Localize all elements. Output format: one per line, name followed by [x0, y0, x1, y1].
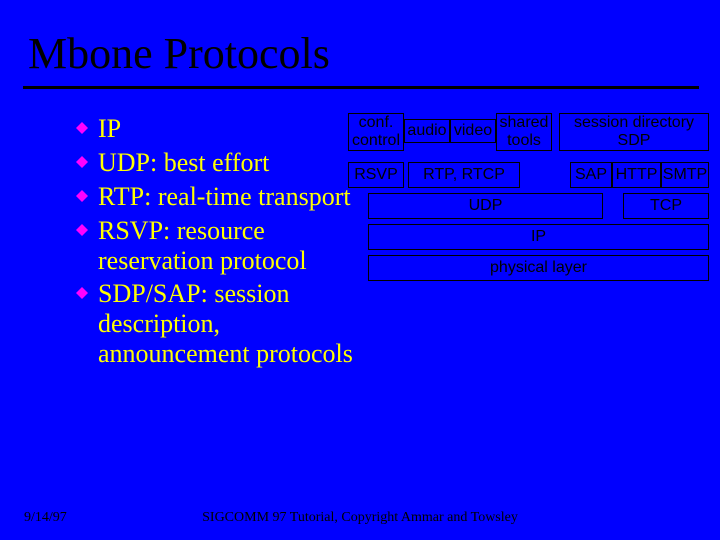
box-label: SDP [618, 132, 651, 149]
box-conf-control: conf. control [348, 113, 404, 151]
diamond-icon [76, 122, 88, 134]
title-underline [23, 86, 699, 89]
box-http: HTTP [612, 162, 661, 188]
box-shared-tools: shared tools [496, 113, 552, 151]
box-physical-layer: physical layer [368, 255, 709, 281]
box-tcp: TCP [623, 193, 709, 219]
slide: Mbone Protocols IP UDP: best effort RTP:… [0, 0, 720, 540]
bullet-list: IP UDP: best effort RTP: real-time trans… [76, 114, 366, 373]
box-label: UDP [469, 197, 503, 215]
box-session-directory: session directory SDP [559, 113, 709, 151]
list-item: UDP: best effort [76, 148, 366, 178]
box-label: control [352, 132, 400, 149]
list-item: IP [76, 114, 366, 144]
box-label: HTTP [616, 166, 658, 184]
box-label: shared [500, 114, 549, 131]
box-smtp: SMTP [661, 162, 709, 188]
box-rtp-rtcp: RTP, RTCP [408, 162, 520, 188]
bullet-text: UDP: best effort [98, 148, 269, 178]
box-label: conf. [359, 114, 394, 131]
box-ip: IP [368, 224, 709, 250]
box-label: physical layer [490, 259, 587, 277]
box-label: RTP, RTCP [423, 166, 505, 184]
box-label: TCP [650, 197, 682, 215]
diamond-icon [76, 224, 88, 236]
bullet-text: RSVP: resource reservation protocol [98, 216, 366, 276]
diamond-icon [76, 190, 88, 202]
list-item: SDP/SAP: session description, announceme… [76, 279, 366, 369]
footer-copyright: SIGCOMM 97 Tutorial, Copyright Ammar and… [0, 510, 720, 526]
bullet-text: SDP/SAP: session description, announceme… [98, 279, 366, 369]
diamond-icon [76, 156, 88, 168]
box-rsvp: RSVP [348, 162, 404, 188]
box-udp: UDP [368, 193, 603, 219]
bullet-text: IP [98, 114, 121, 144]
box-sap: SAP [570, 162, 612, 188]
diamond-icon [76, 287, 88, 299]
page-title: Mbone Protocols [28, 28, 330, 79]
box-label: IP [531, 228, 546, 246]
box-label: SMTP [663, 166, 707, 184]
bullet-text: RTP: real-time transport [98, 182, 351, 212]
box-label: SAP [575, 166, 607, 184]
box-label: audio [407, 122, 446, 140]
list-item: RSVP: resource reservation protocol [76, 216, 366, 276]
box-video: video [450, 119, 496, 143]
list-item: RTP: real-time transport [76, 182, 366, 212]
box-label: tools [507, 132, 541, 149]
box-label: video [454, 122, 492, 140]
box-label: RSVP [354, 166, 398, 184]
box-audio: audio [404, 119, 450, 143]
box-label: session directory [574, 114, 694, 131]
